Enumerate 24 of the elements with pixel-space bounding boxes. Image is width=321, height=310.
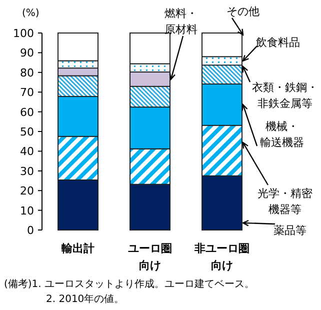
text: (備考)1. ユーロスタットより作成。ユーロ建てベース。 [4, 278, 255, 290]
y-tick-label: 30 [20, 164, 34, 178]
y-tick-label: 40 [20, 145, 34, 158]
x-tick-label: 輸出計 [60, 242, 94, 255]
series-label: 衣類・鉄鋼・非鉄金属等 [252, 81, 318, 110]
y-tick-label: 0 [27, 224, 34, 237]
y-axis-title: (%) [22, 8, 40, 19]
text: 燃料・原材料 [164, 7, 198, 36]
y-tick-label: 100 [13, 27, 34, 40]
y-tick-label: 80 [20, 66, 34, 80]
text: 2. 2010年の値。 [46, 293, 124, 305]
x-tick-label: 非ユーロ圏向け [194, 242, 250, 272]
series-label: 機械・輸送機器 [260, 120, 304, 149]
y-tick-label: 20 [20, 184, 34, 198]
y-tick-label: 10 [20, 204, 34, 218]
y-tick-label: 90 [20, 46, 34, 60]
y-tick-label: 70 [20, 86, 34, 100]
y-tick-label: 50 [20, 126, 34, 138]
series-label: その他 [226, 5, 260, 18]
text: 薬品等 [274, 224, 306, 237]
series-label: 飲食料品 [256, 36, 300, 49]
x-tick-label: ユーロ圏向け [128, 242, 172, 272]
series-label: 光学・精密機器等 [258, 187, 312, 216]
y-tick-label: 60 [20, 106, 34, 119]
